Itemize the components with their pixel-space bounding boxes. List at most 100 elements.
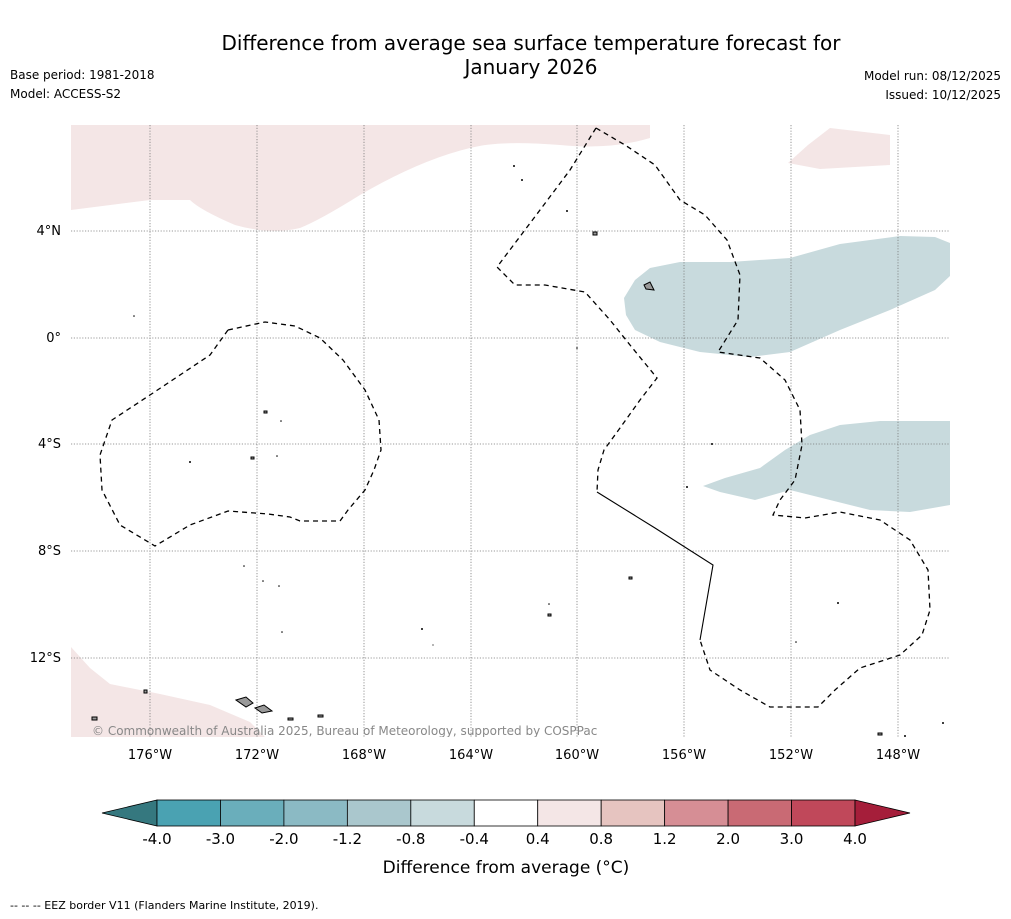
meta-right: Model run: 08/12/2025 Issued: 10/12/2025: [864, 67, 1001, 105]
islet-19: [432, 644, 434, 646]
lat-label-0: 0°: [46, 331, 61, 346]
chart-title: Difference from average sea surface temp…: [150, 31, 912, 79]
model-run: Model run: 08/12/2025: [863, 69, 1001, 83]
colorbar-tick-label-3: -1.2: [333, 830, 362, 848]
warm-anomaly-region-northeast: [788, 128, 890, 169]
islet-1: [513, 165, 515, 167]
eez-border-solid-segment: [596, 491, 714, 641]
lon-label-172w: 172°W: [235, 748, 279, 763]
warm-anomaly-region-southwest: [71, 647, 265, 737]
eez-borders: [99, 127, 931, 708]
longitude-labels: 176°W 172°W 168°W 164°W 160°W 156°W 152°…: [128, 748, 920, 763]
map-panel: © Commonwealth of Australia 2025, Bureau…: [71, 125, 950, 738]
lon-label-168w: 168°W: [342, 748, 386, 763]
islet-12: [262, 580, 264, 582]
eez-border-phoenix: [496, 127, 658, 493]
colorbar-tick-label-2: -2.0: [269, 830, 298, 848]
island-atoll-1: [643, 281, 655, 291]
model-name: Model: ACCESS-S2: [10, 87, 122, 101]
islet-14: [548, 603, 550, 605]
colorbar-tick-label-0: -4.0: [142, 830, 171, 848]
island-savaii: [234, 696, 254, 708]
latitude-labels: 4°N 0° 4°S 8°S 12°S: [30, 224, 61, 666]
base-period: Base period: 1981-2018: [10, 68, 155, 82]
colorbar-tick-label-7: 0.8: [589, 830, 613, 848]
issued-date: Issued: 10/12/2025: [885, 88, 1001, 102]
colorbar-segment-8: [664, 799, 729, 827]
islet-10: [686, 486, 688, 488]
colorbar-under-triangle: [101, 799, 158, 827]
colorbar-tick-label-1: -3.0: [206, 830, 235, 848]
lat-label-12s: 12°S: [30, 651, 61, 666]
colorbar-label: Difference from average (°C): [383, 858, 630, 878]
colorbar-segment-10: [791, 799, 856, 827]
islet-2: [521, 179, 523, 181]
island-atoll-7: [91, 716, 98, 721]
colorbar-segment-1: [220, 799, 285, 827]
lat-label-8s: 8°S: [38, 544, 61, 559]
copyright-notice: © Commonwealth of Australia 2025, Bureau…: [92, 724, 597, 738]
islet-13: [278, 585, 280, 587]
eez-legend-footer: -- -- -- EEZ border V11 (Flanders Marine…: [10, 899, 319, 912]
islands: [91, 231, 883, 736]
cool-anomaly-region-east: [624, 236, 950, 357]
island-atoll-3: [263, 410, 268, 414]
islet-3: [566, 210, 568, 212]
island-atoll-11: [877, 732, 883, 736]
lat-label-4s: 4°S: [38, 437, 61, 452]
lon-label-156w: 156°W: [662, 748, 706, 763]
colorbar-segments: [156, 799, 856, 827]
islet-15: [837, 602, 839, 604]
islet-17: [281, 631, 283, 633]
island-atoll-5: [628, 576, 633, 580]
colorbar-segment-5: [473, 799, 539, 827]
graticule: [71, 125, 950, 737]
islet-9: [711, 443, 713, 445]
title-line-2: January 2026: [464, 55, 598, 79]
colorbar-tick-label-9: 2.0: [716, 830, 740, 848]
islet-7: [276, 455, 278, 457]
islet-6: [189, 461, 191, 463]
eez-border-tokelau: [595, 127, 931, 708]
islet-21: [942, 722, 944, 724]
islet-11: [243, 565, 245, 567]
colorbar-tick-label-8: 1.2: [653, 830, 677, 848]
island-atoll-8: [287, 717, 294, 721]
colorbar-tick-label-11: 4.0: [843, 830, 867, 848]
island-atoll-6: [143, 689, 148, 694]
colorbar-tick-label-10: 3.0: [780, 830, 804, 848]
islets: [133, 165, 944, 737]
colorbar-segment-7: [600, 799, 666, 827]
colorbar-segment-6: [537, 799, 602, 827]
colorbar-over-triangle: [854, 799, 911, 827]
colorbar-segment-3: [346, 799, 412, 827]
colorbar-tick-label-6: 0.4: [526, 830, 550, 848]
lon-label-148w: 148°W: [876, 748, 920, 763]
island-atoll-2: [592, 231, 598, 236]
meta-left: Base period: 1981-2018 Model: ACCESS-S2: [10, 66, 155, 104]
colorbar-segment-2: [283, 799, 348, 827]
island-upolu: [253, 704, 274, 714]
islet-4: [133, 315, 135, 317]
colorbar-ticks: -4.0 -3.0 -2.0 -1.2 -0.8 -0.4 0.4 0.8 1.2 2.0 3.0 4…: [142, 830, 867, 848]
colorbar-segment-0: [156, 799, 221, 827]
warm-anomaly-region-north: [71, 125, 650, 231]
title-line-1: Difference from average sea surface temp…: [221, 31, 841, 55]
lat-label-4n: 4°N: [37, 224, 62, 239]
colorbar-tick-label-4: -0.8: [396, 830, 425, 848]
lon-label-160w: 160°W: [555, 748, 599, 763]
island-atoll-9: [317, 714, 324, 718]
lon-label-176w: 176°W: [128, 748, 172, 763]
islet-8: [280, 420, 282, 422]
lon-label-164w: 164°W: [449, 748, 493, 763]
islet-5: [576, 347, 578, 349]
eez-border-samoa-tokelau-west: [99, 321, 382, 547]
island-atoll-4: [250, 456, 255, 460]
lon-label-152w: 152°W: [769, 748, 813, 763]
islet-20: [904, 735, 906, 737]
colorbar-tick-label-5: -0.4: [460, 830, 489, 848]
island-atoll-10: [547, 613, 552, 617]
colorbar-segment-4: [410, 799, 475, 827]
colorbar: -4.0 -3.0 -2.0 -1.2 -0.8 -0.4 0.4 0.8 1.2 2.0 3.0 4…: [101, 799, 911, 878]
